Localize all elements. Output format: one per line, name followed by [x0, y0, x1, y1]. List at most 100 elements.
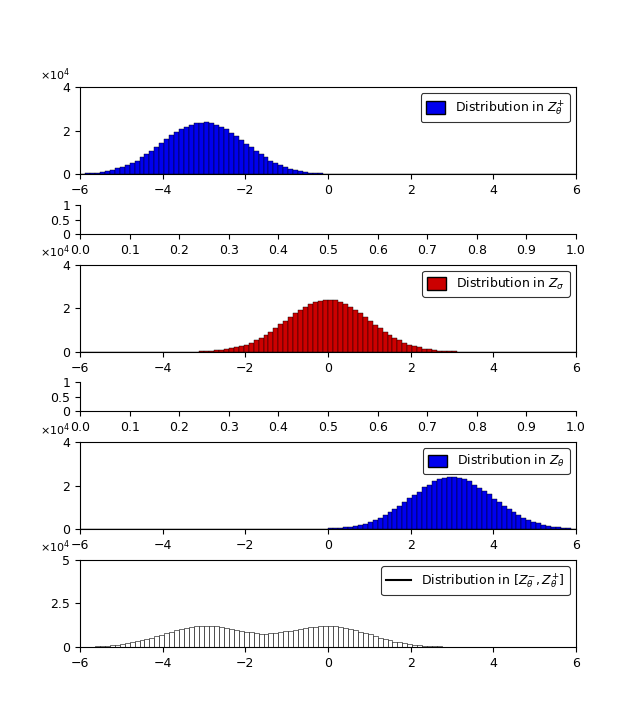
Bar: [164, 633, 170, 647]
Bar: [125, 643, 130, 647]
Bar: [164, 140, 170, 174]
Bar: [293, 630, 298, 647]
Bar: [244, 345, 249, 352]
Bar: [526, 520, 531, 529]
Bar: [343, 628, 348, 647]
Bar: [422, 348, 428, 352]
Bar: [561, 528, 566, 529]
Bar: [120, 167, 125, 174]
Bar: [313, 173, 318, 174]
Bar: [343, 304, 348, 352]
Bar: [308, 627, 313, 647]
Bar: [511, 512, 516, 529]
Bar: [170, 632, 174, 647]
Bar: [184, 627, 189, 647]
Bar: [408, 498, 412, 529]
Bar: [298, 310, 303, 352]
Bar: [189, 627, 194, 647]
Bar: [378, 329, 383, 352]
Bar: [308, 304, 313, 352]
Bar: [497, 502, 502, 529]
Bar: [129, 163, 134, 174]
Bar: [378, 518, 383, 529]
Bar: [150, 150, 154, 174]
Bar: [120, 644, 125, 647]
Bar: [482, 491, 486, 529]
Bar: [199, 123, 204, 174]
Bar: [269, 332, 273, 352]
Bar: [412, 346, 417, 352]
Bar: [367, 634, 372, 647]
Bar: [269, 161, 273, 174]
Bar: [194, 123, 199, 174]
Bar: [249, 632, 253, 647]
Bar: [284, 632, 288, 647]
Bar: [383, 515, 387, 529]
Bar: [288, 169, 293, 174]
Bar: [209, 626, 214, 647]
Bar: [551, 526, 556, 529]
Bar: [244, 144, 249, 174]
Bar: [428, 646, 432, 647]
Bar: [338, 627, 343, 647]
Bar: [318, 626, 323, 647]
Bar: [363, 523, 367, 529]
Text: $\times 10^4$: $\times 10^4$: [40, 244, 70, 260]
Bar: [204, 122, 209, 174]
Bar: [140, 158, 145, 174]
Bar: [170, 135, 174, 174]
Bar: [150, 638, 154, 647]
Bar: [298, 171, 303, 174]
Bar: [234, 348, 239, 352]
Bar: [110, 170, 115, 174]
Bar: [397, 340, 403, 352]
Bar: [437, 479, 442, 529]
Bar: [403, 643, 407, 647]
Bar: [214, 350, 219, 352]
Bar: [432, 350, 437, 352]
Bar: [293, 170, 298, 174]
Bar: [422, 487, 428, 529]
Bar: [452, 477, 457, 529]
Bar: [472, 484, 477, 529]
Bar: [363, 633, 367, 647]
Bar: [214, 626, 219, 647]
Bar: [392, 338, 397, 352]
Bar: [353, 526, 358, 529]
Bar: [437, 350, 442, 352]
Bar: [204, 626, 209, 647]
Bar: [110, 646, 115, 647]
Bar: [367, 522, 372, 529]
Bar: [442, 478, 447, 529]
Bar: [318, 300, 323, 352]
Bar: [253, 151, 259, 174]
Bar: [531, 522, 536, 529]
Bar: [273, 328, 278, 352]
Bar: [284, 167, 288, 174]
Bar: [229, 348, 234, 352]
Bar: [174, 630, 179, 647]
Bar: [100, 646, 105, 647]
Bar: [328, 626, 333, 647]
Bar: [353, 310, 358, 352]
Bar: [209, 123, 214, 174]
Bar: [179, 129, 184, 174]
Bar: [403, 502, 407, 529]
Bar: [249, 342, 253, 352]
Bar: [264, 633, 269, 647]
Bar: [428, 485, 432, 529]
Bar: [536, 523, 541, 529]
Bar: [214, 125, 219, 174]
Bar: [408, 644, 412, 647]
Text: $\times 10^4$: $\times 10^4$: [40, 421, 70, 438]
Bar: [90, 173, 95, 174]
Bar: [278, 324, 284, 352]
Bar: [224, 349, 229, 352]
Bar: [442, 351, 447, 352]
Bar: [392, 509, 397, 529]
Bar: [392, 642, 397, 647]
Bar: [492, 499, 497, 529]
Bar: [145, 639, 150, 647]
Bar: [159, 143, 164, 174]
Bar: [194, 626, 199, 647]
